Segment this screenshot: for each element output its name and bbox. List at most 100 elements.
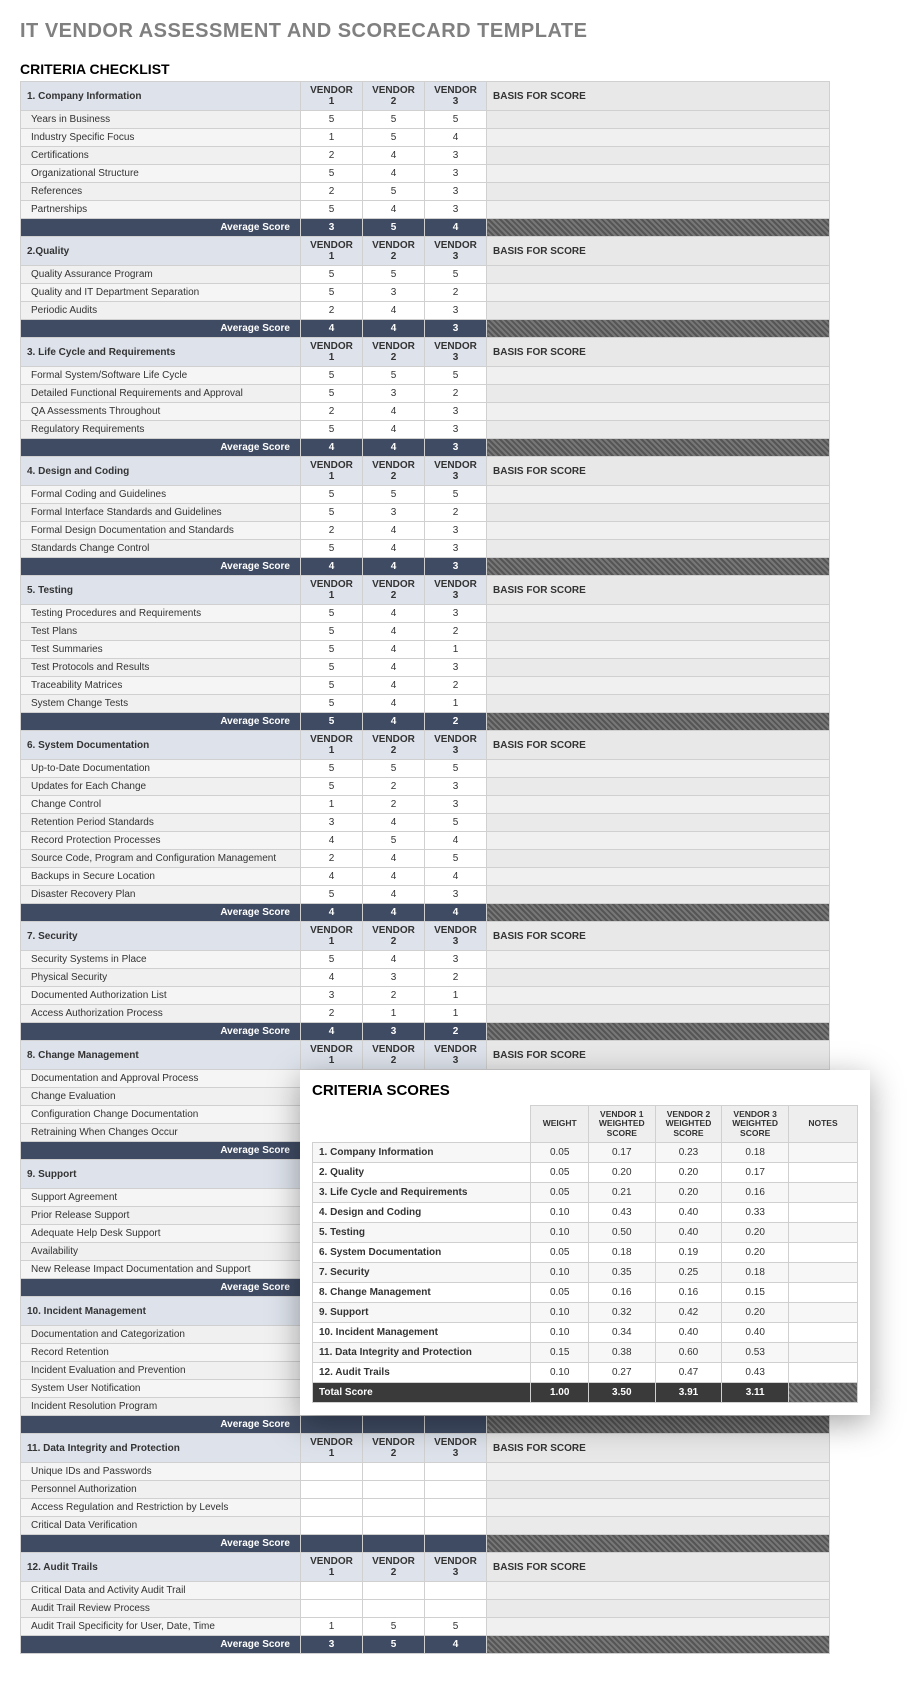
score-cell [301,1499,363,1517]
basis-cell [487,504,830,522]
basis-header: BASIS FOR SCORE [487,731,830,760]
sc-notes [789,1323,858,1343]
section-header: 3. Life Cycle and Requirements [21,338,301,367]
sc-notes [789,1243,858,1263]
sc-notes [789,1283,858,1303]
score-cell: 3 [425,540,487,558]
vendor-header: VENDOR 2 [363,338,425,367]
avg-cell: 3 [363,1023,425,1041]
criteria-label: Documentation and Categorization [21,1326,301,1344]
basis-cell [487,1499,830,1517]
score-cell: 3 [363,969,425,987]
sc-v2: 0.20 [655,1163,722,1183]
sc-v1: 0.50 [588,1223,655,1243]
avg-cell: 3 [301,1636,363,1654]
score-cell: 1 [425,641,487,659]
avg-basis [487,558,830,576]
sc-v3: 0.20 [722,1243,789,1263]
basis-cell [487,403,830,421]
sc-v3: 0.43 [722,1363,789,1383]
basis-cell [487,1463,830,1481]
avg-label: Average Score [21,1416,301,1434]
vendor-header: VENDOR 1 [301,922,363,951]
score-cell: 2 [425,504,487,522]
score-cell [425,1517,487,1535]
score-cell: 3 [301,987,363,1005]
basis-header: BASIS FOR SCORE [487,237,830,266]
basis-cell [487,1005,830,1023]
avg-cell: 3 [301,219,363,237]
score-cell: 5 [301,760,363,778]
score-cell: 2 [301,522,363,540]
sc-notes [789,1343,858,1363]
avg-cell [425,1416,487,1434]
score-cell: 2 [301,147,363,165]
score-cell: 3 [425,951,487,969]
score-cell: 1 [301,796,363,814]
criteria-label: Prior Release Support [21,1207,301,1225]
avg-label: Average Score [21,713,301,731]
score-cell: 4 [363,302,425,320]
section-header: 4. Design and Coding [21,457,301,486]
basis-cell [487,886,830,904]
score-cell: 5 [301,385,363,403]
sc-v2: 0.25 [655,1263,722,1283]
criteria-label: Incident Resolution Program [21,1398,301,1416]
score-cell: 5 [425,367,487,385]
criteria-label: Formal Design Documentation and Standard… [21,522,301,540]
basis-header: BASIS FOR SCORE [487,1041,830,1070]
avg-basis [487,439,830,457]
sc-weight: 0.10 [531,1363,588,1383]
avg-cell: 4 [301,439,363,457]
section-header: 2.Quality [21,237,301,266]
criteria-label: Test Summaries [21,641,301,659]
criteria-label: Test Plans [21,623,301,641]
basis-cell [487,302,830,320]
avg-cell: 5 [301,713,363,731]
criteria-label: System User Notification [21,1380,301,1398]
score-cell: 3 [425,659,487,677]
score-cell: 2 [425,623,487,641]
avg-cell [363,1416,425,1434]
basis-cell [487,695,830,713]
avg-cell: 5 [363,1636,425,1654]
score-cell: 4 [301,969,363,987]
score-cell: 5 [363,832,425,850]
sc-row-label: 4. Design and Coding [313,1203,531,1223]
score-cell: 5 [363,266,425,284]
score-cell [363,1499,425,1517]
score-cell: 2 [301,850,363,868]
score-cell: 4 [363,623,425,641]
criteria-label: Certifications [21,147,301,165]
basis-cell [487,1481,830,1499]
criteria-label: Record Retention [21,1344,301,1362]
score-cell: 4 [363,641,425,659]
sc-v2: 0.40 [655,1223,722,1243]
score-cell: 4 [363,403,425,421]
score-cell: 5 [425,760,487,778]
scores-panel: CRITERIA SCORES WEIGHTVENDOR 1 WEIGHTED … [300,1070,870,1415]
avg-cell: 4 [301,1023,363,1041]
basis-cell [487,778,830,796]
score-cell: 2 [301,183,363,201]
score-cell [425,1481,487,1499]
score-cell [301,1463,363,1481]
sc-notes [789,1143,858,1163]
score-cell: 5 [425,1618,487,1636]
basis-header: BASIS FOR SCORE [487,576,830,605]
score-cell: 5 [301,641,363,659]
criteria-label: Personnel Authorization [21,1481,301,1499]
score-cell: 5 [301,605,363,623]
score-cell: 4 [363,814,425,832]
section-header: 5. Testing [21,576,301,605]
basis-cell [487,1517,830,1535]
basis-cell [487,165,830,183]
section-header: 7. Security [21,922,301,951]
vendor-header: VENDOR 3 [425,1041,487,1070]
sc-row-label: 12. Audit Trails [313,1363,531,1383]
score-cell: 5 [425,266,487,284]
sc-weight: 0.05 [531,1143,588,1163]
basis-cell [487,201,830,219]
sc-row-label: 1. Company Information [313,1143,531,1163]
section-header: 1. Company Information [21,82,301,111]
